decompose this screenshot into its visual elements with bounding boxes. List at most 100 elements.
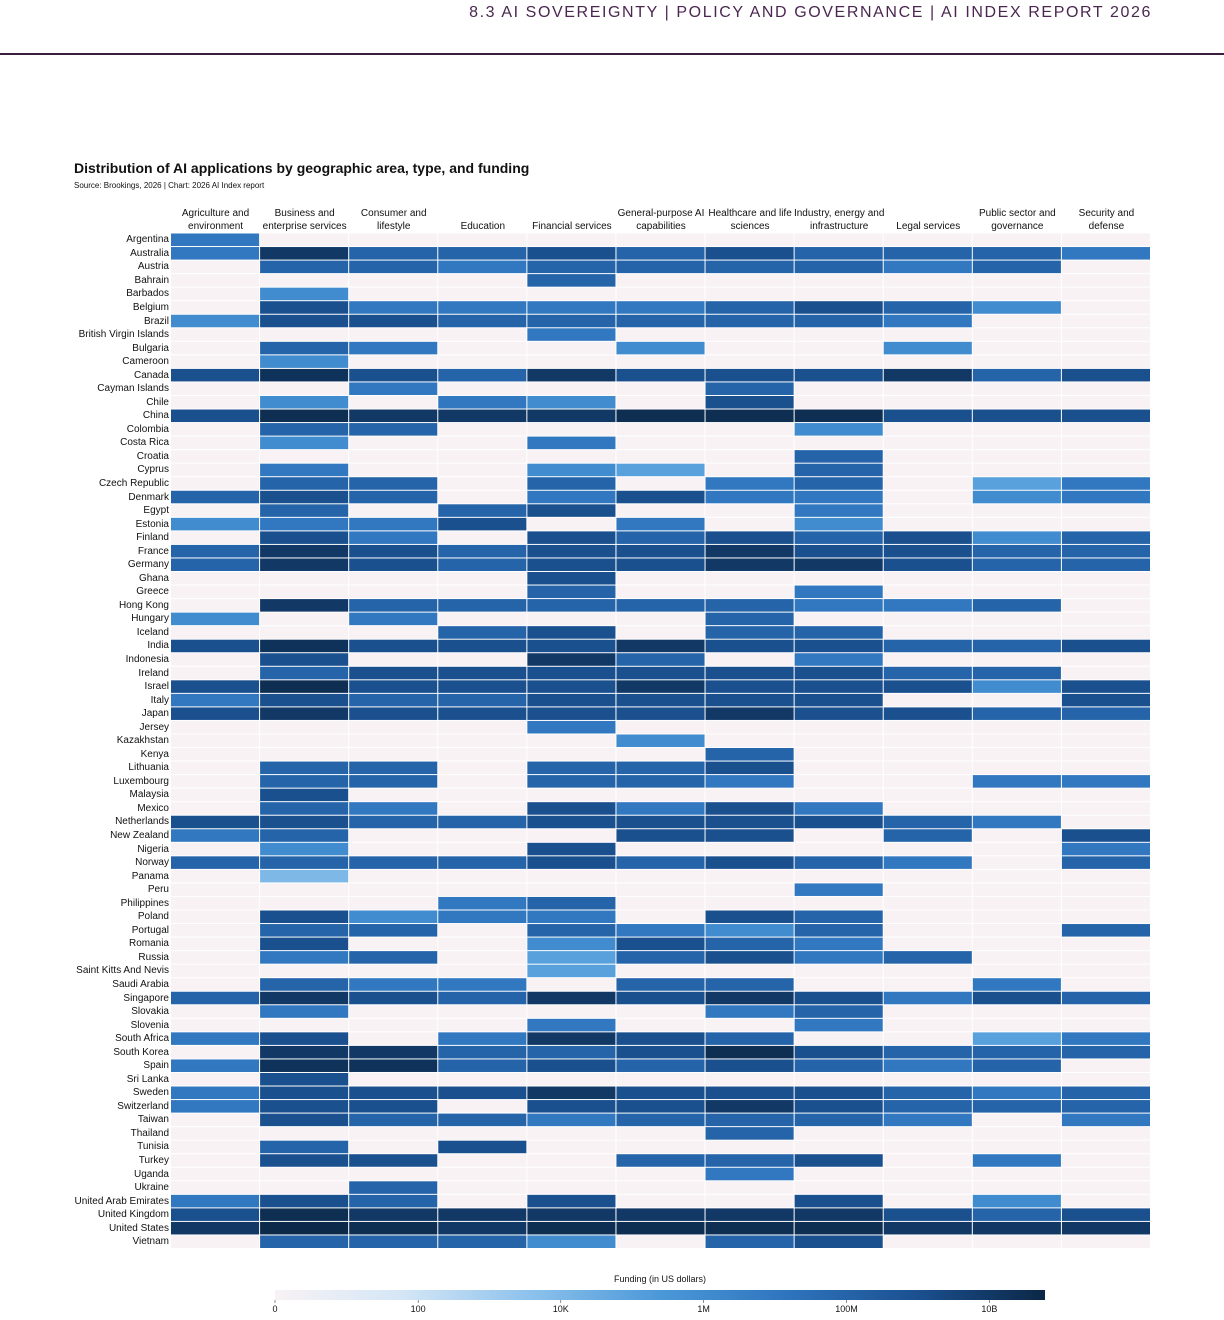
heat-cell: [972, 964, 1061, 978]
row-label: Singapore: [123, 992, 169, 1004]
heat-cell: [972, 720, 1061, 734]
heat-cell: [1061, 639, 1150, 653]
heat-cell: [705, 450, 794, 463]
heat-cell: [705, 626, 794, 639]
heat-cell: [260, 612, 349, 626]
colorbar-label: Funding (in US dollars): [613, 1274, 707, 1284]
heat-cell: [527, 951, 616, 964]
heat-cell: [616, 693, 705, 707]
row-label: Greece: [136, 586, 169, 598]
row-label: Turkey: [138, 1154, 169, 1166]
heat-cell: [349, 829, 438, 842]
heat-cell: [794, 599, 883, 612]
heat-cell: [349, 1181, 438, 1194]
heat-cell: [438, 477, 527, 490]
heat-cell: [1061, 964, 1150, 978]
heat-cell: [616, 964, 705, 978]
heat-cell: [527, 1005, 616, 1018]
heat-cell: [349, 490, 438, 504]
heat-cell: [260, 599, 349, 612]
heat-cell: [438, 720, 527, 734]
heat-cell: [171, 1167, 260, 1181]
heat-cell: [883, 1235, 972, 1248]
row-label: Ukraine: [134, 1182, 169, 1194]
heat-cell: [260, 951, 349, 964]
heat-cell: [705, 490, 794, 504]
heat-cell: [171, 612, 260, 626]
heat-cell: [616, 395, 705, 409]
heat-cell: [705, 693, 794, 707]
heat-cell: [171, 1140, 260, 1154]
heat-cell: [171, 775, 260, 788]
heat-cell: [1061, 572, 1150, 585]
heat-cell: [794, 666, 883, 680]
heat-cell: [1061, 748, 1150, 761]
heat-cell: [349, 1154, 438, 1167]
heat-cell: [705, 1113, 794, 1127]
heat-cell: [527, 463, 616, 477]
heat-cell: [1061, 423, 1150, 436]
heat-cell: [527, 599, 616, 612]
heat-cell: [527, 626, 616, 639]
heat-cell: [705, 395, 794, 409]
heat-cell: [972, 558, 1061, 571]
heat-cell: [349, 233, 438, 247]
heat-cell: [260, 558, 349, 571]
heat-cell: [1061, 991, 1150, 1005]
heat-cell: [438, 639, 527, 653]
heat-cell: [438, 964, 527, 978]
heat-cell: [883, 517, 972, 531]
row-label: Kenya: [140, 748, 169, 760]
heat-cell: [1061, 1032, 1150, 1045]
heat-cell: [883, 1140, 972, 1154]
heat-cell: [527, 1072, 616, 1086]
heat-cell: [616, 802, 705, 815]
heat-cell: [1061, 1086, 1150, 1100]
heat-cell: [527, 477, 616, 490]
heat-cell: [972, 924, 1061, 937]
column-label: Security and defense: [1078, 208, 1135, 232]
heat-cell: [616, 788, 705, 802]
heat-cell: [438, 301, 527, 314]
heat-cell: [794, 639, 883, 653]
row-label: South Korea: [113, 1046, 169, 1058]
colorbar-tick-label: 10K: [552, 1304, 569, 1314]
heat-cell: [794, 856, 883, 869]
heat-cell: [1061, 951, 1150, 964]
heat-cell: [438, 1140, 527, 1154]
heat-cell: [171, 260, 260, 274]
heat-cell: [972, 314, 1061, 328]
heat-cell: [171, 301, 260, 314]
heat-cell: [972, 368, 1061, 382]
heat-cell: [1061, 328, 1150, 341]
heat-cell: [1061, 517, 1150, 531]
heat-cell: [1061, 463, 1150, 477]
heat-cell: [1061, 382, 1150, 395]
row-label: Vietnam: [132, 1236, 169, 1248]
heat-cell: [794, 423, 883, 436]
heat-cell: [527, 341, 616, 355]
heat-cell: [883, 1018, 972, 1032]
heat-cell: [883, 720, 972, 734]
heat-cell: [972, 910, 1061, 924]
heat-cell: [883, 558, 972, 571]
heat-cell: [171, 720, 260, 734]
row-label: Indonesia: [125, 654, 169, 665]
heat-cell: [1061, 368, 1150, 382]
column-label: Financial services: [532, 220, 612, 232]
heat-cell: [527, 856, 616, 869]
heat-cell: [438, 978, 527, 991]
heat-cell: [349, 964, 438, 978]
heat-cell: [349, 869, 438, 883]
heat-cell: [527, 1181, 616, 1194]
heat-cell: [171, 233, 260, 247]
heat-cell: [171, 585, 260, 599]
heat-cell: [438, 450, 527, 463]
heat-cell: [1061, 1113, 1150, 1127]
heat-cell: [349, 260, 438, 274]
heat-cell: [171, 639, 260, 653]
heat-cell: [527, 1100, 616, 1113]
heat-cell: [171, 1086, 260, 1100]
heat-cell: [972, 1167, 1061, 1181]
heat-cell: [171, 1181, 260, 1194]
